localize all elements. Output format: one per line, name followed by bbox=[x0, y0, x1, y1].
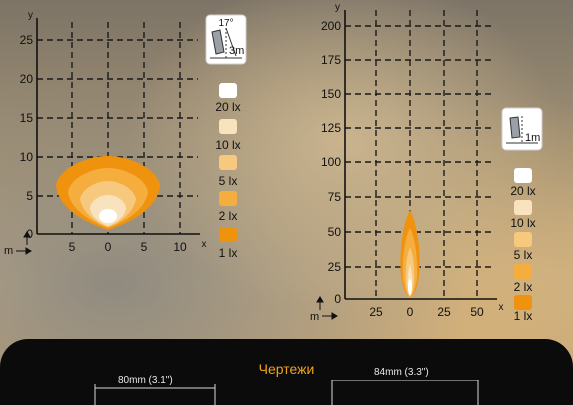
right-y-tick: 200 bbox=[321, 19, 341, 33]
left-y-tick: 0 bbox=[26, 227, 33, 241]
left-angle-label: 17° bbox=[218, 18, 233, 29]
left-legend-swatch-20lx bbox=[219, 83, 237, 98]
right-y-axis-label: y bbox=[335, 2, 340, 13]
drawings-title: Чертежи bbox=[258, 361, 315, 377]
right-legend-label: 2 lx bbox=[514, 280, 533, 294]
right-unit-arrows-icon bbox=[316, 296, 338, 320]
right-y-tick: 0 bbox=[334, 292, 341, 306]
right-legend-label: 10 lx bbox=[510, 216, 535, 230]
left-legend-label: 20 lx bbox=[215, 100, 240, 114]
left-y-tick: 20 bbox=[20, 72, 34, 86]
right-x-tick: 25 bbox=[437, 305, 451, 319]
left-legend-swatch-1lx bbox=[219, 227, 237, 242]
left-y-tick: 10 bbox=[20, 150, 34, 164]
left-legend-label: 10 lx bbox=[215, 138, 240, 152]
right-x-ticks: 25 0 25 50 bbox=[369, 305, 484, 319]
left-unit-arrows-icon bbox=[16, 231, 32, 255]
dimension-left-label: 80mm (3.1") bbox=[118, 375, 173, 386]
left-legend-label: 1 lx bbox=[219, 246, 238, 260]
right-unit-label: m bbox=[310, 311, 319, 323]
left-y-axis-label: y bbox=[28, 10, 33, 21]
right-x-tick: 50 bbox=[470, 305, 484, 319]
right-y-ticks: 200 175 150 125 100 75 50 25 0 bbox=[321, 19, 341, 306]
left-x-axis-label: x bbox=[202, 239, 207, 250]
lamp-tilt-icon bbox=[210, 27, 242, 59]
right-zone-20lx bbox=[408, 279, 412, 295]
left-legend: 20 lx 10 lx 5 lx 2 lx 1 lx bbox=[215, 83, 241, 260]
left-legend-swatch-5lx bbox=[219, 155, 237, 170]
right-y-tick: 100 bbox=[321, 155, 341, 169]
left-diagram: y x 25 20 15 10 5 0 5 0 5 10 m 17° bbox=[4, 10, 247, 260]
left-mount-icon-box: 17° 3m bbox=[205, 14, 247, 65]
right-legend-swatch-10lx bbox=[514, 200, 532, 215]
left-x-tick: 5 bbox=[69, 240, 76, 254]
right-legend-swatch-2lx bbox=[514, 264, 532, 279]
left-x-tick: 10 bbox=[173, 240, 187, 254]
left-legend-label: 2 lx bbox=[219, 209, 238, 223]
right-legend-label: 1 lx bbox=[514, 309, 533, 323]
right-legend-label: 5 lx bbox=[514, 248, 533, 262]
left-x-tick: 5 bbox=[141, 240, 148, 254]
left-legend-label: 5 lx bbox=[219, 174, 238, 188]
right-y-tick: 150 bbox=[321, 87, 341, 101]
right-mount-icon-box: 1m bbox=[501, 107, 543, 151]
left-unit-label: m bbox=[4, 245, 13, 257]
right-legend-swatch-1lx bbox=[514, 295, 532, 310]
right-legend-swatch-5lx bbox=[514, 232, 532, 247]
dimension-lines bbox=[94, 380, 479, 405]
right-y-tick: 50 bbox=[328, 225, 342, 239]
left-legend-swatch-2lx bbox=[219, 191, 237, 206]
left-y-tick: 15 bbox=[20, 111, 34, 125]
left-x-ticks: 5 0 5 10 bbox=[69, 240, 187, 254]
right-grid bbox=[345, 10, 495, 298]
left-legend-swatch-10lx bbox=[219, 119, 237, 134]
left-zone-20lx bbox=[99, 209, 117, 223]
left-x-tick: 0 bbox=[105, 240, 112, 254]
right-x-tick: 25 bbox=[369, 305, 383, 319]
dimension-right-label: 84mm (3.3") bbox=[374, 367, 429, 378]
left-light-pattern bbox=[56, 156, 160, 230]
left-y-tick: 25 bbox=[20, 33, 34, 47]
right-y-tick: 125 bbox=[321, 121, 341, 135]
right-height-label: 1m bbox=[525, 132, 540, 144]
right-y-tick: 25 bbox=[328, 260, 342, 274]
right-legend-label: 20 lx bbox=[510, 184, 535, 198]
right-y-tick: 175 bbox=[321, 53, 341, 67]
lamp-level-icon bbox=[506, 116, 538, 144]
right-y-tick: 75 bbox=[328, 190, 342, 204]
left-y-tick: 5 bbox=[26, 189, 33, 203]
left-height-label: 3m bbox=[229, 45, 244, 57]
right-x-axis-label: x bbox=[499, 302, 504, 313]
right-diagram: y x 200 175 150 125 100 75 50 25 0 25 0 … bbox=[310, 2, 543, 323]
left-y-ticks: 25 20 15 10 5 0 bbox=[20, 33, 34, 241]
right-x-tick: 0 bbox=[407, 305, 414, 319]
right-legend-swatch-20lx bbox=[514, 168, 532, 183]
right-legend: 20 lx 10 lx 5 lx 2 lx 1 lx bbox=[510, 168, 536, 323]
right-light-pattern bbox=[400, 210, 420, 297]
